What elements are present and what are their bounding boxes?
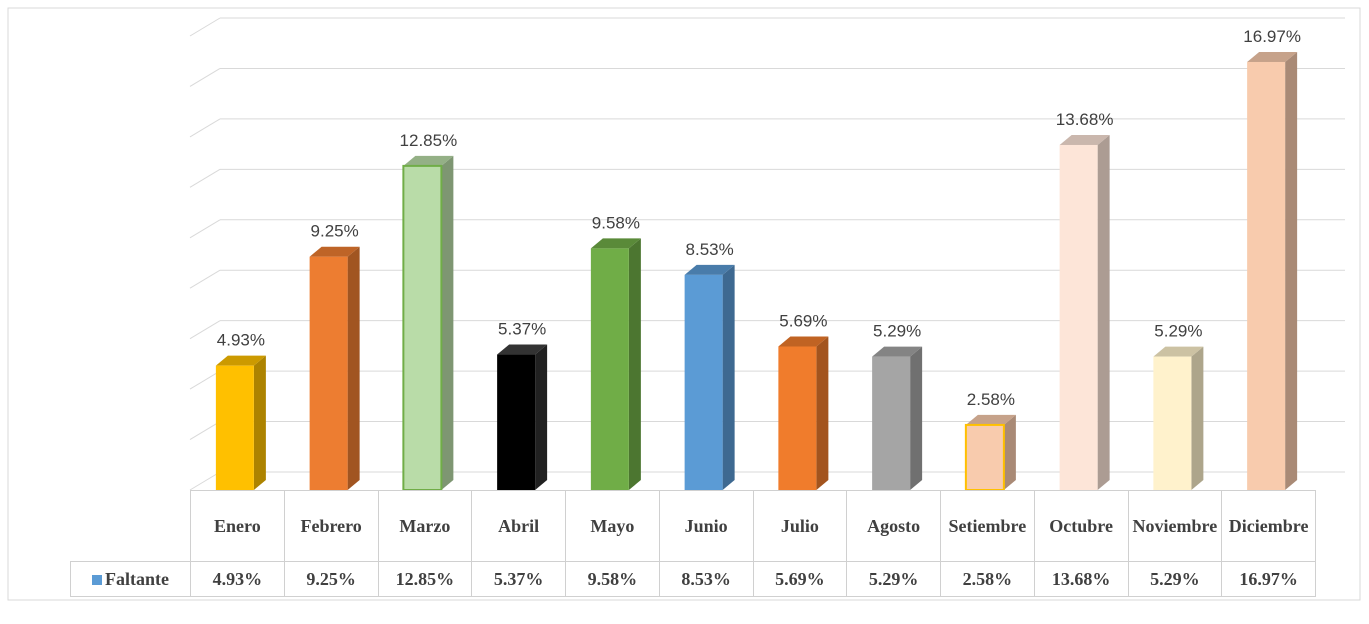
bar-top	[215, 355, 266, 366]
category-label: Diciembre	[1221, 490, 1316, 562]
table-value: 5.29%	[1127, 561, 1223, 597]
grid-line-side	[189, 168, 221, 188]
bar-side	[1191, 346, 1204, 490]
chart-frame	[7, 7, 1361, 601]
category-label: Abril	[471, 490, 566, 562]
table-value: 12.85%	[377, 561, 473, 597]
grid-line-side	[189, 118, 221, 138]
grid-line-side	[189, 219, 221, 239]
data-label: 2.58%	[967, 390, 1015, 409]
bar	[1059, 144, 1098, 490]
bar-side	[1003, 414, 1016, 490]
bar	[497, 354, 536, 490]
bar-top	[1153, 346, 1204, 357]
bar-side	[628, 238, 641, 490]
data-label: 9.58%	[592, 213, 640, 232]
bar	[590, 248, 629, 490]
category-label: Agosto	[846, 490, 941, 562]
bar-top	[965, 414, 1016, 425]
category-label: Enero	[190, 490, 285, 562]
value-row: Faltante 4.93% 9.25% 12.85% 5.37% 9.58% 8.53%…	[70, 561, 1316, 597]
table-value: 2.58%	[940, 561, 1035, 597]
bar-side	[910, 346, 923, 490]
legend-swatch	[92, 575, 102, 585]
bar-side	[816, 336, 829, 490]
category-label: Setiembre	[940, 490, 1035, 562]
category-label: Marzo	[377, 490, 473, 562]
bar-top	[1247, 51, 1298, 62]
category-label: Julio	[752, 490, 848, 562]
category-label: Febrero	[283, 490, 379, 562]
data-label: 13.68%	[1056, 110, 1114, 129]
category-label: Mayo	[565, 490, 660, 562]
bar-side	[1097, 134, 1110, 490]
category-label: Junio	[658, 490, 754, 562]
data-label: 8.53%	[686, 240, 734, 259]
data-label: 5.69%	[779, 311, 827, 330]
grid-line-side	[189, 471, 221, 491]
bar-top	[684, 264, 735, 275]
grid-line-side	[189, 68, 221, 87]
bar	[215, 365, 254, 490]
table-value: 5.37%	[471, 561, 566, 597]
category-label: Noviembre	[1127, 490, 1223, 562]
table-value: 16.97%	[1221, 561, 1316, 597]
table-value: 4.93%	[190, 561, 285, 597]
bar-top	[309, 246, 360, 257]
corner	[70, 490, 191, 562]
bar-top	[778, 336, 829, 347]
grid-line-side	[189, 320, 221, 340]
bar	[964, 423, 1005, 491]
data-label: 5.29%	[873, 322, 921, 341]
category-label: Octubre	[1033, 490, 1129, 562]
category-row: Enero Febrero Marzo Abril Mayo Junio Julio Agos…	[70, 490, 1316, 562]
data-label: 4.93%	[217, 331, 265, 350]
bar-top	[1059, 134, 1110, 145]
legend-entry: Faltante	[70, 561, 191, 597]
bar	[1153, 356, 1192, 490]
data-label: 16.97%	[1243, 27, 1301, 46]
table-value: 8.53%	[658, 561, 754, 597]
data-label: 5.29%	[1154, 322, 1202, 341]
legend-label: Faltante	[105, 569, 169, 589]
bar	[684, 274, 723, 490]
bar	[402, 164, 443, 491]
data-label: 12.85%	[400, 131, 458, 150]
bar-side	[722, 264, 735, 490]
table-value: 5.29%	[846, 561, 941, 597]
data-table: Enero Febrero Marzo Abril Mayo Junio Julio Agos…	[70, 490, 1316, 597]
bar	[778, 346, 817, 490]
bar-side	[441, 155, 454, 490]
bar-top	[403, 155, 454, 166]
bar	[309, 256, 348, 490]
grid-line-side	[189, 269, 221, 289]
table-value: 9.25%	[283, 561, 379, 597]
data-label: 5.37%	[498, 320, 546, 339]
bar-side	[1285, 51, 1298, 491]
grid-line-side	[189, 17, 221, 37]
table-value: 5.69%	[752, 561, 848, 597]
table-value: 9.58%	[565, 561, 660, 597]
bar	[872, 356, 911, 490]
bar-side	[253, 355, 266, 490]
bar-side	[535, 344, 548, 490]
data-label: 9.25%	[311, 222, 359, 241]
bar	[1247, 61, 1286, 491]
grid-line-side	[189, 421, 221, 440]
bar-top	[590, 238, 641, 249]
grid-line-side	[189, 370, 221, 390]
table-value: 13.68%	[1033, 561, 1129, 597]
bar-top	[872, 346, 923, 357]
bar-side	[347, 246, 360, 490]
bar-top	[497, 344, 548, 355]
